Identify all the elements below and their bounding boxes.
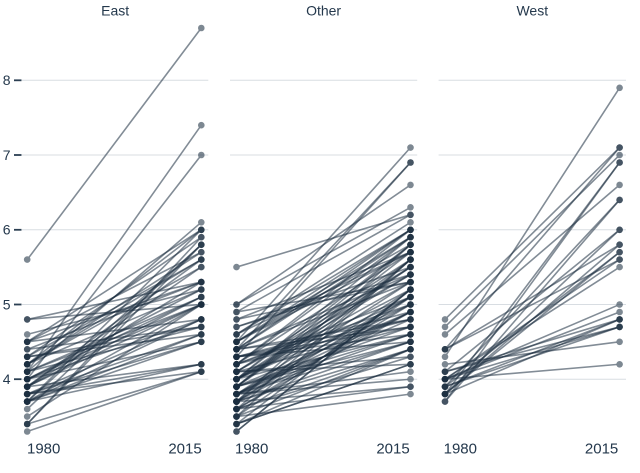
svg-text:1980: 1980: [235, 441, 268, 458]
svg-text:1980: 1980: [27, 441, 60, 458]
svg-text:2015: 2015: [168, 441, 201, 458]
svg-text:West: West: [516, 3, 548, 19]
svg-text:2015: 2015: [585, 441, 618, 458]
svg-text:East: East: [101, 3, 129, 19]
svg-text:Other: Other: [306, 3, 341, 19]
svg-text:7: 7: [3, 147, 11, 163]
svg-text:2015: 2015: [376, 441, 409, 458]
svg-text:8: 8: [3, 72, 11, 88]
svg-text:5: 5: [3, 296, 11, 312]
svg-text:1980: 1980: [444, 441, 477, 458]
svg-text:6: 6: [3, 222, 11, 238]
svg-text:4: 4: [3, 371, 11, 387]
